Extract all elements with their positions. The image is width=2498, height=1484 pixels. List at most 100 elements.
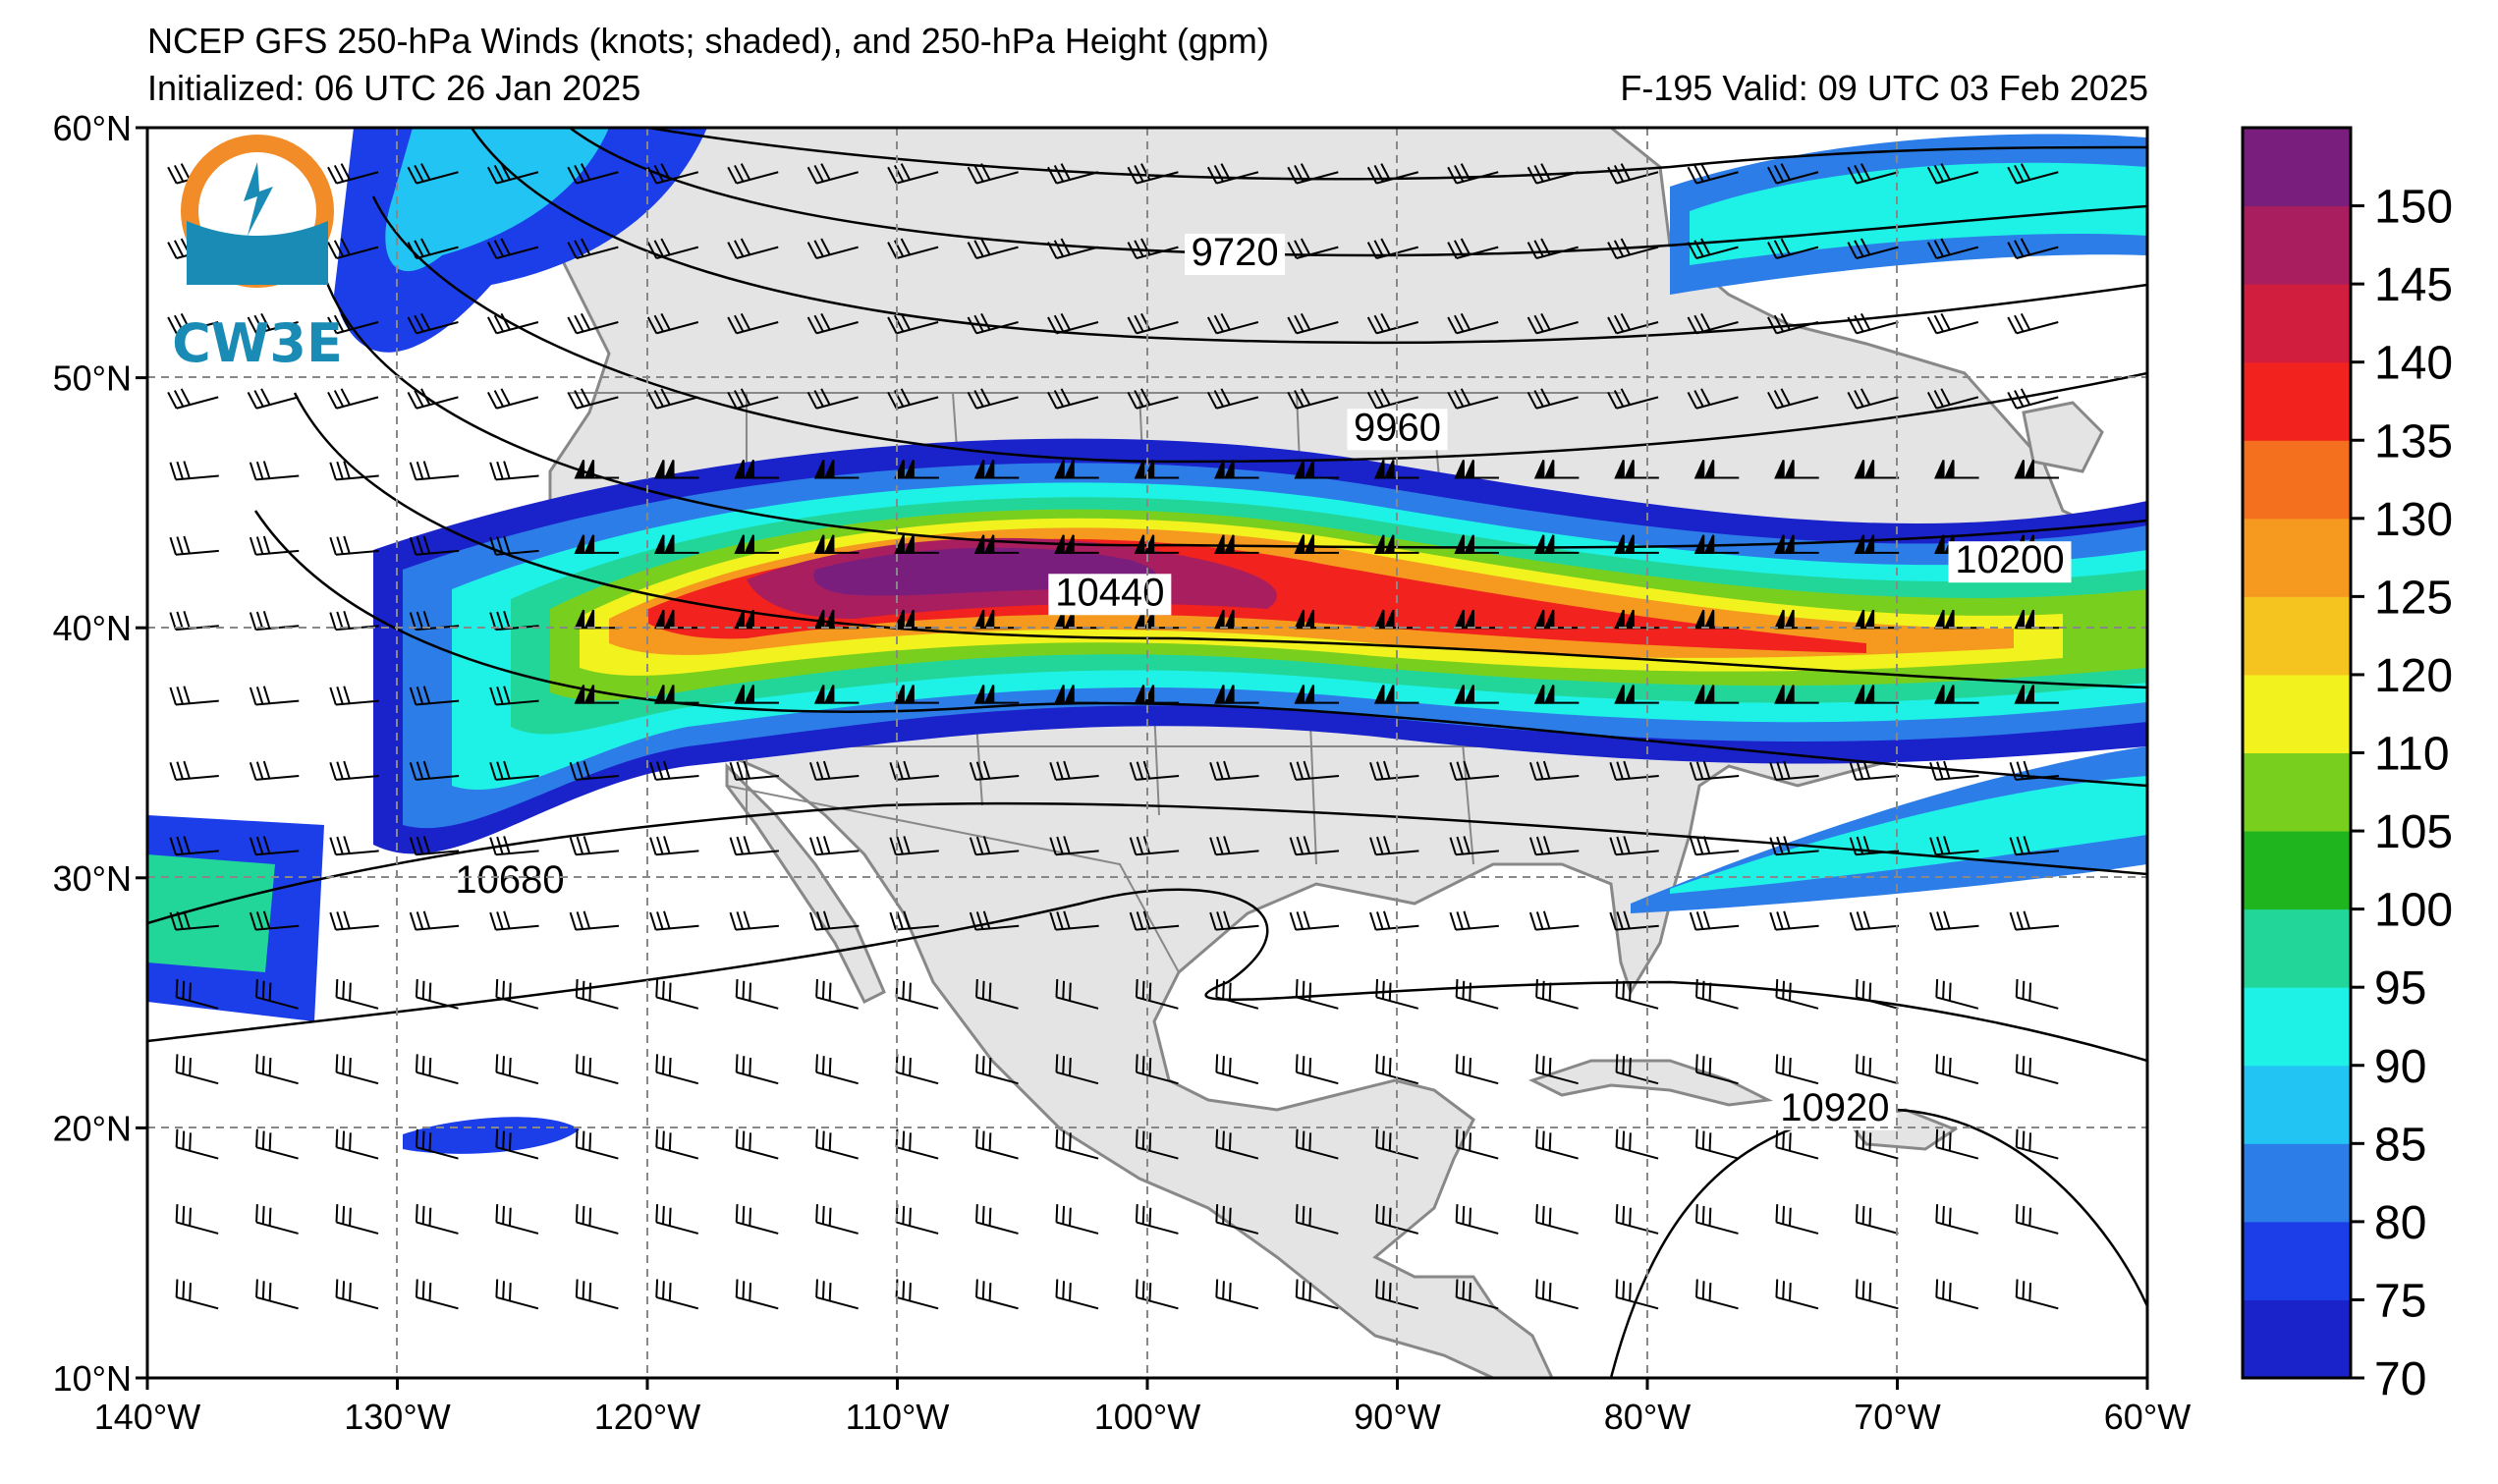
wind-barb (1047, 312, 1099, 335)
wind-barb (2014, 685, 2060, 704)
wind-barb (327, 163, 379, 185)
wind-barb (735, 1128, 779, 1160)
wind-barb (2007, 312, 2059, 335)
contour-label: 10440 (1048, 571, 1172, 616)
wind-barb (1295, 978, 1339, 1010)
wind-barb (255, 1054, 299, 1085)
wind-barb (894, 685, 939, 704)
wind-barb (575, 1054, 619, 1085)
wind-barb (1373, 534, 1419, 554)
wind-barb (255, 1204, 299, 1235)
wind-barb (335, 1128, 379, 1160)
wind-barb (1774, 534, 1819, 554)
wind-barb (1609, 760, 1659, 781)
wind-barb (1209, 910, 1259, 931)
wind-barb (574, 685, 620, 704)
wind-barb (335, 1279, 379, 1310)
wind-barb (889, 836, 939, 856)
colorbar-label: 150 (2374, 182, 2453, 234)
colorbar-label: 90 (2374, 1041, 2426, 1093)
wind-barb (2009, 910, 2060, 931)
wind-barb (1535, 978, 1579, 1010)
wind-barb (1774, 460, 1819, 479)
wind-barb (1054, 534, 1099, 554)
lat-tick-label: 50°N (53, 358, 132, 399)
wind-barb (1775, 1279, 1819, 1310)
wind-barb (1214, 685, 1259, 704)
svg-text:10680: 10680 (455, 858, 564, 902)
wind-barb (567, 238, 619, 259)
wind-barb (1127, 238, 1179, 259)
wind-barb (1929, 910, 1979, 931)
wind-barb (1206, 163, 1259, 185)
wind-barb (1287, 163, 1339, 185)
wind-barb (329, 535, 379, 556)
wind-barb (649, 836, 699, 856)
wind-barb (329, 686, 379, 706)
wind-barb (1609, 910, 1659, 931)
wind-barb (2014, 460, 2060, 479)
wind-barb (487, 388, 539, 410)
wind-barb (1614, 460, 1659, 479)
lon-axis: 140°W 130°W 120°W 110°W 100°W 90°W 80°W 70°W 60°… (94, 1378, 2191, 1437)
svg-text:10440: 10440 (1055, 571, 1164, 614)
wind-barb (815, 1054, 859, 1085)
wind-barb (1695, 1279, 1739, 1310)
wind-barb (975, 1204, 1019, 1235)
w-jet-core (147, 854, 275, 972)
colorbar-label: 140 (2374, 338, 2453, 390)
wind-barb (889, 760, 939, 781)
wind-barb (1607, 388, 1659, 410)
wind-barb (1614, 534, 1659, 554)
wind-barb (2015, 1054, 2059, 1085)
colorbar-segment (2243, 440, 2351, 520)
wind-barb (574, 460, 620, 479)
wind-barb (969, 836, 1020, 856)
wind-barb (255, 1279, 299, 1310)
wind-barb (169, 535, 219, 556)
logo-text: CW3E (172, 312, 343, 374)
wind-barb (1214, 534, 1259, 554)
wind-barb (1855, 978, 1899, 1010)
wind-barb (1135, 1054, 1179, 1085)
wind-barb (1855, 1204, 1899, 1235)
wind-barb (1847, 388, 1899, 410)
wind-barb (1527, 238, 1579, 259)
wind-barb (575, 978, 619, 1010)
contour-label: 9960 (1347, 406, 1448, 451)
wind-barb (727, 163, 779, 185)
wind-barb (1047, 388, 1099, 410)
wind-barb (973, 609, 1020, 630)
colorbar-segment (2243, 205, 2351, 285)
colorbar-segment (2243, 596, 2351, 676)
colorbar-segment (2243, 361, 2351, 441)
wind-barb (735, 1279, 779, 1310)
wind-barb (1455, 978, 1499, 1010)
lat-tick-label: 60°N (53, 108, 132, 148)
wind-barb (655, 978, 699, 1010)
newfoundland-land (2022, 401, 2104, 473)
wind-barb (1295, 1279, 1339, 1310)
wind-barb (1215, 1279, 1259, 1310)
hawaii-jet-shading (403, 1117, 580, 1154)
wind-barb (1055, 1204, 1099, 1235)
wind-barb (1769, 910, 1819, 931)
wind-barb (495, 1054, 539, 1085)
wind-barb (1209, 836, 1259, 856)
wind-barb (1926, 388, 1979, 410)
wind-barb (1935, 1128, 1979, 1160)
wind-barb (967, 388, 1019, 410)
wind-barb (1375, 978, 1419, 1010)
wind-barb (327, 312, 379, 335)
lat-axis: 60°N 50°N 40°N 30°N 20°N 10°N (53, 108, 147, 1399)
wind-barb (1775, 1204, 1819, 1235)
colorbar-segment (2243, 831, 2351, 910)
wind-barb (1209, 760, 1259, 781)
wind-barb (247, 312, 299, 335)
wind-barb (1615, 1054, 1659, 1085)
wind-barb (1287, 388, 1339, 410)
lat-tick-label: 20°N (53, 1108, 132, 1148)
wind-barb (335, 978, 379, 1010)
wind-barb (487, 163, 539, 185)
wind-barb (1695, 1128, 1739, 1160)
